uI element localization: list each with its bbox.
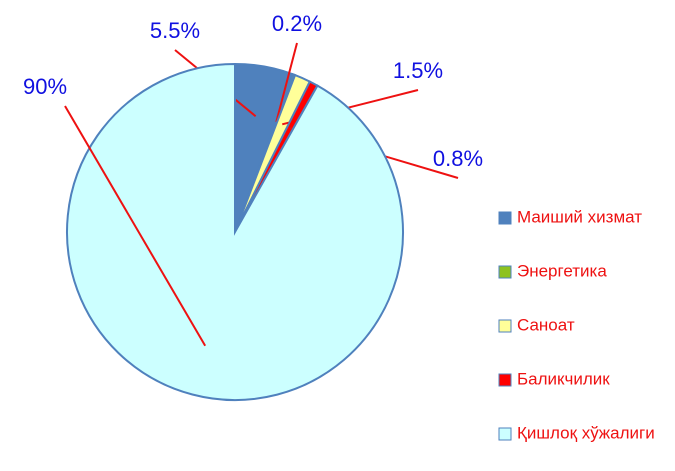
- legend-label: Қишлоқ хўжалиги: [517, 423, 655, 442]
- legend-marker: [498, 427, 512, 441]
- data-label: 5.5%: [150, 18, 200, 43]
- legend-marker: [498, 265, 512, 279]
- legend-marker: [498, 211, 512, 225]
- data-label: 90%: [23, 74, 67, 99]
- data-label: 0.2%: [272, 11, 322, 36]
- legend-label: Энергетика: [517, 261, 607, 280]
- legend-label: Баликчилик: [517, 369, 610, 388]
- pie-slice: [66, 62, 404, 401]
- legend-marker: [498, 319, 512, 333]
- data-label: 1.5%: [393, 58, 443, 83]
- legend-label: Маиший хизмат: [517, 207, 642, 226]
- legend-marker: [498, 373, 512, 387]
- data-label: 0.8%: [433, 146, 483, 171]
- leader-line: [275, 42, 298, 123]
- leader-line: [64, 105, 207, 347]
- legend-label: Саноат: [517, 315, 575, 334]
